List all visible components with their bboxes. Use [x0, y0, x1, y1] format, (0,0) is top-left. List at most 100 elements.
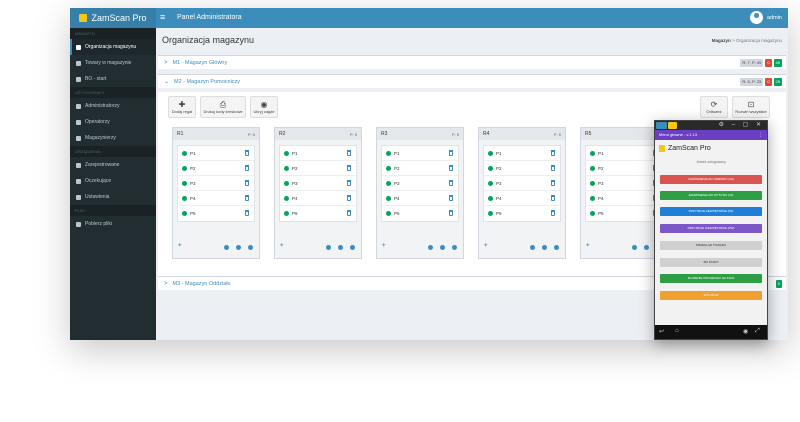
app-icon[interactable]	[668, 122, 677, 129]
print-icon[interactable]	[542, 245, 547, 250]
info-icon[interactable]	[632, 245, 637, 250]
phone-menu-button[interactable]: ZAMÓWIENIA DO ODBIORU (23)	[660, 175, 762, 184]
trash-icon[interactable]	[449, 150, 453, 156]
shelf-row[interactable]: P4	[178, 191, 254, 206]
shelf-row[interactable]: P5	[484, 206, 560, 221]
shelf-row[interactable]: P5	[280, 206, 356, 221]
trash-icon[interactable]	[449, 180, 453, 186]
trash-icon[interactable]	[452, 245, 457, 250]
add-shelf-icon[interactable]: +	[484, 243, 488, 249]
trash-icon[interactable]	[551, 180, 555, 186]
phone-menu-button[interactable]: PRZYJĘCIE ZEWNĘTRZNE (PZ)	[660, 207, 762, 216]
shelf-row[interactable]: P1	[280, 146, 356, 161]
trash-icon[interactable]	[551, 195, 555, 201]
print-labels-button[interactable]: ⎙ Drukuj kody kreskowe	[200, 96, 246, 118]
expand-all-button[interactable]: ⊡ Rozwiń wszystkie	[732, 96, 770, 118]
breadcrumb-root[interactable]: Magazyn	[711, 38, 731, 43]
trash-icon[interactable]	[449, 195, 453, 201]
shelf-row[interactable]: P2	[178, 161, 254, 176]
info-icon[interactable]	[326, 245, 331, 250]
eye-icon[interactable]: ◉	[743, 329, 749, 335]
shelf-row[interactable]: P4	[586, 191, 662, 206]
home-nav-icon[interactable]: ⌂	[675, 328, 679, 334]
trash-icon[interactable]	[347, 195, 351, 201]
add-shelf-icon[interactable]: +	[178, 243, 182, 249]
trash-icon[interactable]	[245, 195, 249, 201]
refresh-button[interactable]: ⟳ Odśwież	[700, 96, 728, 118]
add-shelf-icon[interactable]: +	[280, 243, 284, 249]
sidebar-item-zarejestrowane[interactable]: Zarejestrowane	[70, 157, 156, 173]
shelf-row[interactable]: P1	[586, 146, 662, 161]
trash-icon[interactable]	[245, 180, 249, 186]
trash-icon[interactable]	[350, 245, 355, 250]
user-menu[interactable]: admin	[750, 11, 782, 24]
warehouse-m1-header[interactable]: > M1 - Magazyn Główny R: 7, P: 49 0 49	[158, 55, 786, 69]
trash-icon[interactable]	[551, 165, 555, 171]
warehouse-m2-header[interactable]: ⌄ M2 - Magazyn Pomocniczy R: 5, P: 25 0 …	[158, 74, 786, 88]
trash-icon[interactable]	[449, 210, 453, 216]
print-icon[interactable]	[440, 245, 445, 250]
shelf-row[interactable]: P3	[178, 176, 254, 191]
trash-icon[interactable]	[248, 245, 253, 250]
overflow-menu-icon[interactable]: ⋮	[758, 132, 763, 138]
info-icon[interactable]	[224, 245, 229, 250]
sidebar-item-bo-start[interactable]: BO - start	[70, 71, 156, 87]
trash-icon[interactable]	[449, 165, 453, 171]
info-icon[interactable]	[530, 245, 535, 250]
sidebar-toggle-icon[interactable]: ≡	[160, 12, 166, 22]
hide-occupied-button[interactable]: ◉ Ukryj zajęte	[250, 96, 278, 118]
phone-menu-button[interactable]: BO START	[660, 258, 762, 267]
sidebar-item-oczekujace[interactable]: Oczekujące	[70, 173, 156, 189]
shelf-row[interactable]: P5	[178, 206, 254, 221]
phone-menu-button[interactable]: ZŁOŻENIE PROGRAMU NA STAN	[660, 274, 762, 283]
shelf-row[interactable]: P5	[382, 206, 458, 221]
sidebar-item-pobierz-pliki[interactable]: Pobierz pliki	[70, 216, 156, 232]
trash-icon[interactable]	[551, 150, 555, 156]
trash-icon[interactable]	[554, 245, 559, 250]
trash-icon[interactable]	[347, 180, 351, 186]
print-icon[interactable]	[236, 245, 241, 250]
trash-icon[interactable]	[245, 150, 249, 156]
shelf-row[interactable]: P2	[280, 161, 356, 176]
fullscreen-icon[interactable]: ⤢	[755, 328, 760, 334]
home-icon[interactable]	[656, 122, 667, 129]
shelf-row[interactable]: P1	[484, 146, 560, 161]
trash-icon[interactable]	[245, 165, 249, 171]
warehouse-m3-header[interactable]: > M3 - Magazyn Oddziału 0	[158, 276, 786, 290]
sidebar-item-operatorzy[interactable]: Operatorzy	[70, 114, 156, 130]
phone-menu-button[interactable]: PRZYJĘCIE WEWNĘTRZNE (PW)	[660, 224, 762, 233]
shelf-row[interactable]: P3	[586, 176, 662, 191]
back-icon[interactable]: ↩	[659, 329, 665, 335]
sidebar-item-magazynierzy[interactable]: Magazynierzy	[70, 130, 156, 146]
shelf-row[interactable]: P3	[382, 176, 458, 191]
shelf-row[interactable]: P2	[484, 161, 560, 176]
trash-icon[interactable]	[347, 210, 351, 216]
brand-logo[interactable]: ZamScan Pro	[70, 8, 156, 28]
window-controls[interactable]: ⚙ – ▢ ✕	[718, 122, 764, 128]
shelf-row[interactable]: P4	[280, 191, 356, 206]
print-icon[interactable]	[644, 245, 649, 250]
sidebar-item-towary[interactable]: Towary w magazynie	[70, 55, 156, 71]
add-shelf-icon[interactable]: +	[586, 243, 590, 249]
trash-icon[interactable]	[551, 210, 555, 216]
shelf-row[interactable]: P2	[382, 161, 458, 176]
phone-menu-button[interactable]: PRZEGLĄD TOWARU	[660, 241, 762, 250]
phone-menu-button[interactable]: WYLOGUJ	[660, 291, 762, 300]
shelf-row[interactable]: P4	[382, 191, 458, 206]
shelf-row[interactable]: P1	[382, 146, 458, 161]
sidebar-item-organizacja[interactable]: Organizacja magazynu	[70, 39, 156, 55]
shelf-row[interactable]: P4	[484, 191, 560, 206]
print-icon[interactable]	[338, 245, 343, 250]
info-icon[interactable]	[428, 245, 433, 250]
sidebar-item-ustawienia[interactable]: Ustawienia	[70, 189, 156, 205]
shelf-row[interactable]: P3	[280, 176, 356, 191]
shelf-row[interactable]: P2	[586, 161, 662, 176]
add-shelf-icon[interactable]: +	[382, 243, 386, 249]
shelf-row[interactable]: P1	[178, 146, 254, 161]
shelf-row[interactable]: P5	[586, 206, 662, 221]
trash-icon[interactable]	[245, 210, 249, 216]
shelf-row[interactable]: P3	[484, 176, 560, 191]
phone-menu-button[interactable]: ZAMÓWIENIA DO WYSYŁKI (23)	[660, 191, 762, 200]
sidebar-item-administratorzy[interactable]: Administratorzy	[70, 98, 156, 114]
trash-icon[interactable]	[347, 150, 351, 156]
